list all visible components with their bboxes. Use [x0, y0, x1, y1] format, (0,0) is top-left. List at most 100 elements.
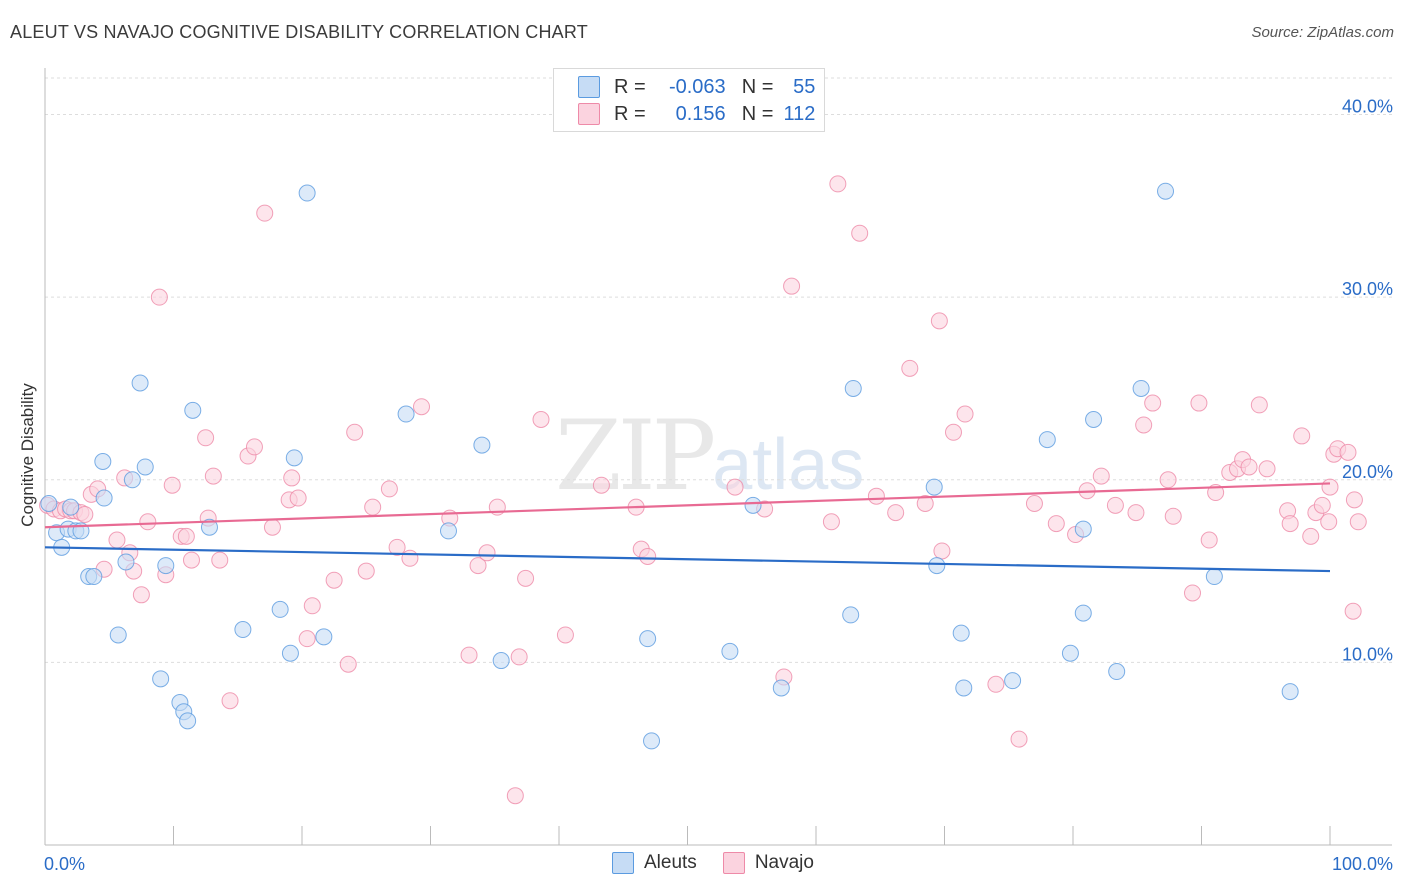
navajo-point [298, 630, 316, 648]
aleuts-point [1281, 683, 1299, 701]
y-tick-label: 40.0% [1342, 97, 1393, 117]
navajo-point [245, 438, 263, 456]
aleuts-point [234, 621, 252, 639]
navajo-point [1258, 460, 1276, 478]
aleuts-point [136, 458, 154, 476]
navajo-point [1184, 584, 1202, 602]
aleuts-point [928, 557, 946, 575]
aleuts-point [492, 652, 510, 670]
chart-title: ALEUT VS NAVAJO COGNITIVE DISABILITY COR… [10, 22, 588, 42]
navajo-point [1321, 478, 1339, 496]
navajo-point [1144, 394, 1162, 412]
aleuts-point [1205, 568, 1223, 586]
navajo-point [346, 423, 364, 441]
navajo-point [1293, 427, 1311, 445]
navajo-point [1025, 495, 1043, 513]
navajo-point [325, 571, 343, 589]
aleuts-point [315, 628, 333, 646]
n-value-navajo: 112 [783, 102, 816, 125]
aleuts-point [152, 670, 170, 688]
r-label: R = [614, 75, 646, 98]
aleuts-point [1038, 431, 1056, 449]
aleuts-point [1004, 672, 1022, 690]
aleuts-point [955, 679, 973, 697]
navajo-point [506, 787, 524, 805]
navajo-trend-line [44, 482, 1331, 529]
aleuts-point [285, 449, 303, 467]
navajo-point [933, 542, 951, 560]
aleuts-point [1132, 379, 1150, 397]
navajo-point [413, 398, 431, 416]
navajo-swatch [722, 852, 745, 874]
navajo-point [851, 224, 869, 242]
aleuts-point [184, 401, 202, 419]
aleuts-point [925, 478, 943, 496]
legend-item-navajo[interactable]: Navajo [722, 852, 814, 874]
navajo-point [401, 549, 419, 567]
aleuts-point [952, 624, 970, 642]
navajo-point [139, 513, 157, 531]
aleuts-point [179, 712, 197, 730]
navajo-point [380, 480, 398, 498]
navajo-point [469, 557, 487, 575]
aleuts-point [271, 600, 289, 618]
navajo-point [1164, 507, 1182, 525]
aleuts-point [200, 518, 218, 536]
aleuts-point [157, 557, 175, 575]
aleuts-point [1108, 663, 1126, 681]
navajo-point [1281, 515, 1299, 533]
navajo-point [517, 569, 535, 587]
y-axis-label: Cognitive Disability [18, 383, 37, 527]
aleuts-point [109, 626, 127, 644]
aleuts-swatch [578, 76, 600, 98]
x-tick-label-max: 100.0% [1332, 854, 1393, 874]
navajo-point [263, 518, 281, 536]
r-label: R = [614, 102, 646, 125]
navajo-point [867, 487, 885, 505]
x-tick-label-min: 0.0% [44, 854, 85, 874]
navajo-point [930, 312, 948, 330]
navajo-point [1010, 730, 1028, 748]
aleuts-point [473, 436, 491, 454]
legend-row-navajo: R = 0.156 N = 112 [578, 102, 815, 126]
navajo-point [132, 586, 150, 604]
navajo-point [197, 429, 215, 447]
navajo-point [289, 489, 307, 507]
navajo-point [204, 467, 222, 485]
aleuts-point [298, 184, 316, 202]
navajo-point [783, 277, 801, 295]
navajo-point [1344, 602, 1362, 620]
navajo-point [1092, 467, 1110, 485]
navajo-point [1127, 504, 1145, 522]
aleuts-point [94, 453, 112, 470]
navajo-point [1190, 394, 1208, 412]
navajo-point [822, 513, 840, 531]
navajo-point [944, 423, 962, 441]
navajo-point [1302, 527, 1320, 545]
navajo-point [108, 531, 126, 549]
navajo-point [221, 692, 239, 710]
aleuts-point [281, 644, 299, 662]
navajo-point [460, 646, 478, 664]
navajo-point [1240, 458, 1258, 476]
aleuts-point [721, 642, 739, 660]
navajo-point [592, 476, 610, 494]
aleuts-point [1074, 604, 1092, 622]
legend-label-navajo: Navajo [754, 852, 814, 873]
legend-item-aleuts[interactable]: Aleuts [612, 852, 697, 874]
navajo-point [639, 547, 657, 565]
source-credit: Source: ZipAtlas.com [1251, 24, 1394, 41]
navajo-point [1320, 513, 1338, 531]
aleuts-point [744, 496, 762, 514]
navajo-point [182, 551, 200, 569]
navajo-point [256, 204, 274, 222]
aleuts-point [397, 405, 415, 423]
navajo-point [163, 476, 181, 494]
aleuts-point [1074, 520, 1092, 538]
navajo-point [303, 597, 321, 615]
navajo-point [1135, 416, 1153, 434]
navajo-point [1106, 496, 1124, 514]
n-label: N = [741, 75, 774, 98]
navajo-point [1200, 531, 1218, 549]
